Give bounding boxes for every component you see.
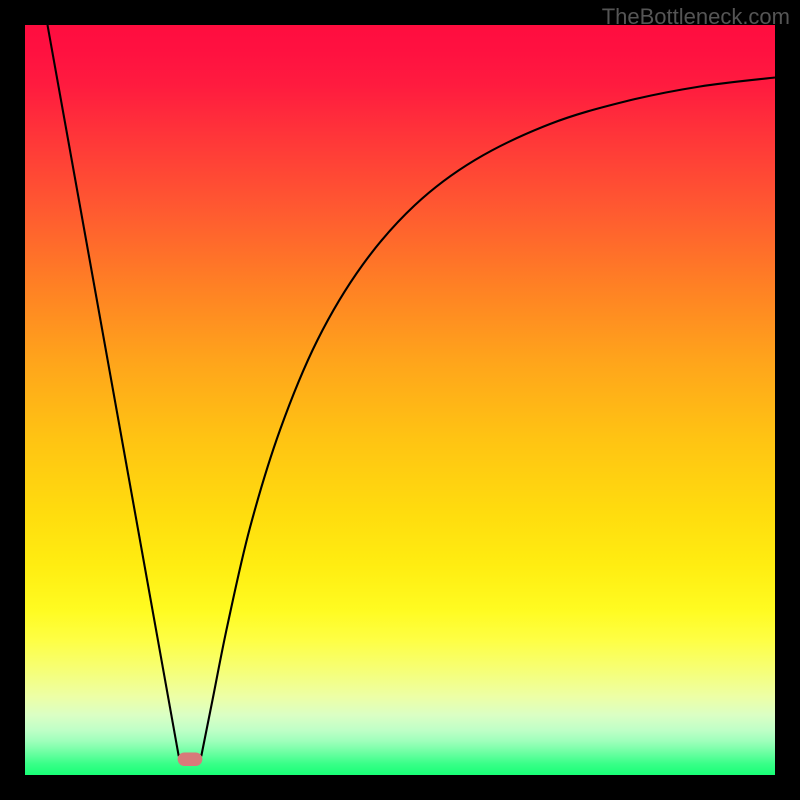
minimum-marker	[178, 753, 203, 767]
chart-container: TheBottleneck.com	[0, 0, 800, 800]
watermark-label: TheBottleneck.com	[602, 4, 790, 30]
plot-background	[25, 25, 775, 775]
bottleneck-chart	[0, 0, 800, 800]
